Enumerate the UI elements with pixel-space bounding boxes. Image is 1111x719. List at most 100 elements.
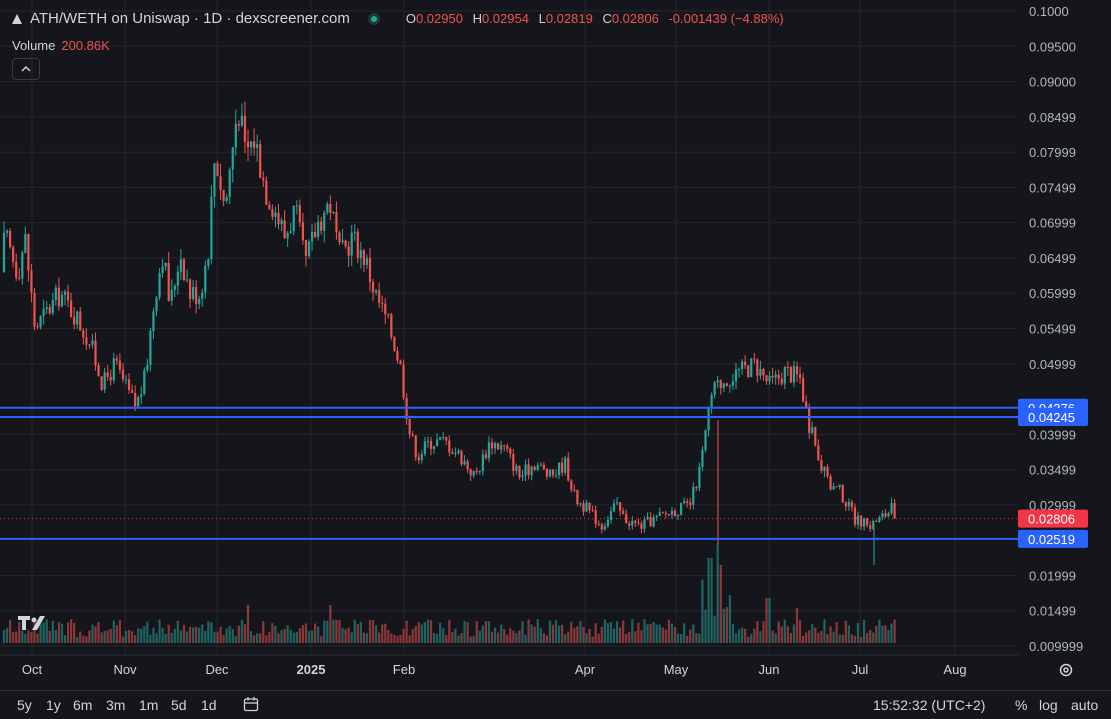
candle-body (207, 259, 210, 266)
candle-body (634, 520, 637, 523)
candle-body (274, 212, 277, 217)
volume-bar (692, 624, 695, 643)
volume-bar (82, 635, 85, 643)
volume-bar (243, 624, 247, 643)
candle-body (869, 525, 872, 529)
volume-bar (100, 632, 103, 643)
volume-bar (94, 626, 97, 643)
candle-body (545, 469, 548, 477)
volume-bar (789, 633, 792, 643)
volume-bar (863, 619, 866, 643)
candle-body (490, 442, 494, 449)
volume-bar (73, 622, 76, 643)
volume-bar (27, 630, 30, 643)
candle-body (115, 358, 118, 361)
candle-body (384, 303, 387, 315)
candle-body (42, 308, 45, 317)
candle-body (124, 379, 128, 381)
candle-body (30, 270, 33, 293)
low-label: L (538, 11, 546, 26)
volume-bar (121, 636, 125, 643)
volume-bar (695, 633, 698, 643)
volume-bar (558, 625, 561, 643)
x-tick-label: Dec (205, 662, 229, 677)
candle-body (588, 502, 591, 510)
candle-body (70, 300, 73, 317)
volume-bar (713, 615, 716, 643)
candle-body (359, 250, 362, 259)
candle-body (280, 220, 283, 225)
candle-body (378, 290, 381, 303)
exchange-logo-icon (12, 13, 22, 24)
volume-bar (600, 626, 603, 643)
timeframe-5y[interactable]: 5y (17, 697, 32, 713)
candle-body (63, 291, 67, 296)
candle-body (783, 366, 786, 384)
volume-bar (817, 632, 820, 643)
volume-bar (783, 619, 786, 643)
candle-body (734, 369, 738, 382)
candle-body (878, 517, 881, 522)
volume-bar (301, 625, 304, 643)
candle-body (728, 385, 731, 387)
candle-body (863, 518, 866, 527)
timeframe-1d[interactable]: 1d (201, 697, 217, 713)
volume-bar (225, 628, 228, 643)
volume-bar (109, 628, 112, 643)
volume-bar (792, 624, 796, 643)
log-scale-toggle[interactable]: log (1039, 697, 1058, 713)
candle-body (750, 358, 753, 377)
candle-body (487, 442, 491, 459)
volume-bar (722, 608, 725, 643)
candle-body (652, 517, 655, 527)
candle-body (554, 475, 558, 477)
candle-body (539, 464, 542, 466)
volume-bar (725, 607, 728, 643)
volume-bar (530, 624, 533, 643)
candle-body (817, 445, 820, 461)
candle-body (570, 480, 573, 490)
x-tick-label: Apr (575, 662, 596, 677)
volume-bar (420, 624, 423, 643)
candle-body (866, 518, 869, 526)
candle-body (744, 361, 747, 366)
volume-bar (484, 621, 487, 643)
open-label: O (405, 11, 416, 26)
x-tick-label: May (664, 662, 689, 677)
candle-body (100, 376, 103, 390)
candle-body (600, 524, 603, 530)
volume-bar (826, 634, 829, 643)
candle-body (881, 513, 884, 518)
auto-scale-toggle[interactable]: auto (1071, 697, 1099, 713)
candle-body (219, 176, 222, 190)
timeframe-1m[interactable]: 1m (139, 697, 159, 713)
timeframe-5d[interactable]: 5d (171, 697, 187, 713)
volume-bar (219, 626, 222, 643)
candle-body (399, 360, 402, 365)
candle-body (283, 220, 286, 239)
candle-body (442, 437, 445, 439)
timeframe-6m[interactable]: 6m (73, 697, 93, 713)
volume-bar (451, 632, 454, 643)
volume-bar (76, 636, 79, 643)
settings-gear-icon[interactable] (1058, 662, 1074, 678)
candle-body (643, 519, 646, 529)
candle-body (256, 144, 259, 148)
volume-bar (118, 620, 121, 643)
calendar-range-icon[interactable] (243, 696, 259, 712)
candle-body (463, 461, 466, 465)
y-tick-label: 0.04999 (1029, 357, 1076, 372)
volume-bar (847, 625, 850, 643)
utc-clock[interactable]: 15:52:32 (UTC+2) (873, 697, 986, 713)
volume-bar (475, 621, 478, 643)
volume-bar (378, 632, 381, 643)
timeframe-1y[interactable]: 1y (46, 697, 61, 713)
candle-body (628, 523, 631, 526)
collapse-legend-button[interactable] (12, 58, 40, 80)
timeframe-3m[interactable]: 3m (106, 697, 126, 713)
candle-body (158, 273, 161, 298)
candle-body (420, 454, 423, 461)
percent-scale-toggle[interactable]: % (1015, 697, 1028, 713)
volume-bar (500, 624, 503, 643)
